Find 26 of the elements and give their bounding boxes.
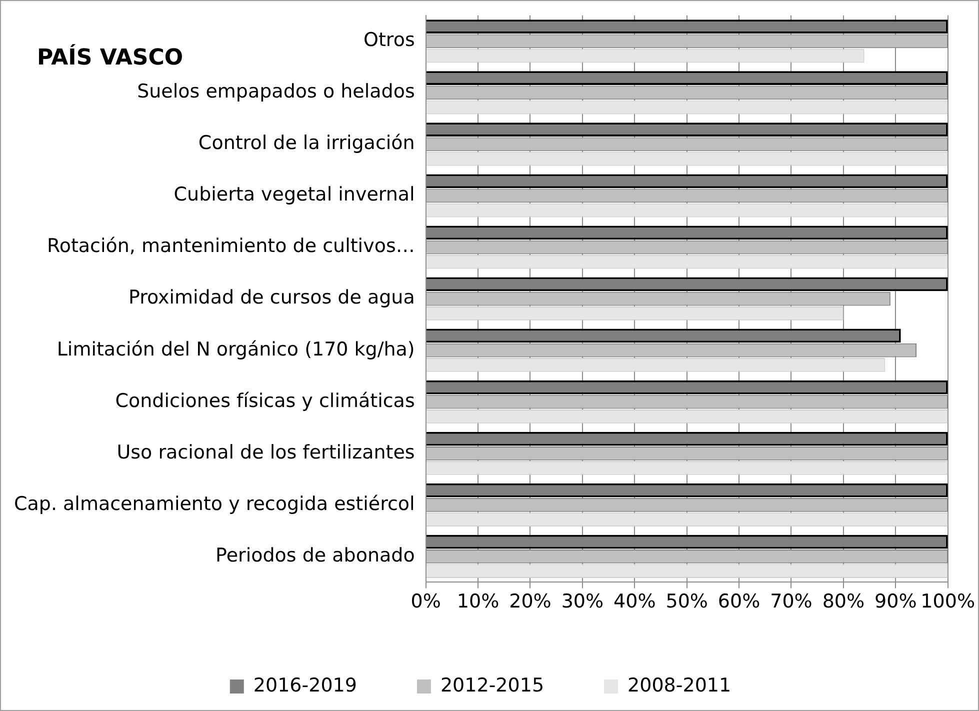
- text: PAÍS VASCO: [37, 44, 184, 71]
- legend-label: 2016-2019: [253, 674, 357, 696]
- y-tick-label: Limitación del N orgánico (170 kg/ha): [56, 338, 415, 360]
- y-tick-label: Rotación, mantenimiento de cultivos…: [46, 235, 415, 258]
- x-tick-label: 40%: [614, 590, 656, 613]
- y-tick-label: Suelos empapados o helados: [137, 80, 415, 103]
- x-tick-label: 50%: [666, 590, 708, 613]
- x-tick-label: 60%: [718, 590, 760, 613]
- x-tick-label: 70%: [770, 590, 812, 613]
- x-tick-label: 80%: [822, 590, 865, 613]
- legend-label: 2012-2015: [440, 674, 544, 696]
- x-tick-label: 20%: [509, 590, 552, 613]
- legend-label: 2008-2011: [628, 674, 732, 696]
- y-tick-label: Cubierta vegetal invernal: [174, 184, 415, 206]
- x-tick-label: 90%: [874, 590, 917, 613]
- y-tick-label: Periodos de abonado: [216, 544, 415, 566]
- y-tick-label: Control de la irrigación: [198, 132, 415, 154]
- x-tick-label: 30%: [561, 590, 604, 613]
- y-tick-label: Otros: [364, 29, 415, 52]
- x-tick-label: 10%: [456, 590, 500, 613]
- y-tick-label: Proximidad de cursos de agua: [128, 286, 415, 309]
- y-tick-label: Cap. almacenamiento y recogida estiércol: [14, 492, 415, 515]
- y-tick-label: Condiciones físicas y climáticas: [115, 390, 415, 412]
- x-tick-label: 100%: [920, 590, 976, 613]
- x-tick-label: 0%: [410, 590, 441, 613]
- y-tick-label: Uso racional de los fertilizantes: [116, 441, 415, 464]
